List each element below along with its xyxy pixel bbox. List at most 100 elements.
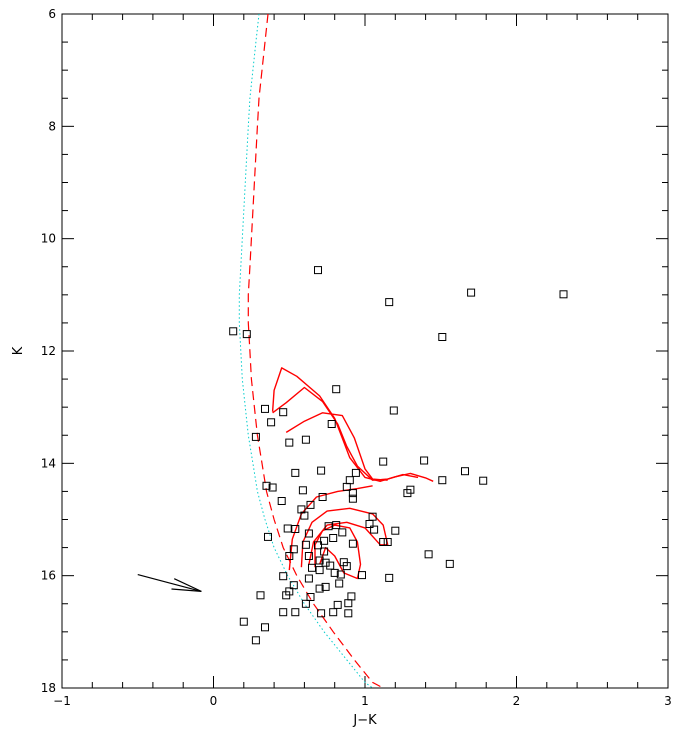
data-point [344, 599, 353, 608]
data-point [332, 521, 341, 530]
data-point [342, 562, 351, 571]
data-point [403, 489, 412, 498]
data-point [559, 290, 568, 299]
data-point [329, 608, 338, 617]
data-point [304, 552, 313, 560]
data-point [282, 591, 291, 600]
data-point [314, 541, 322, 550]
data-point [321, 582, 330, 591]
data-point [479, 476, 488, 485]
data-point [321, 558, 330, 567]
data-point [315, 584, 324, 593]
pms-isochrone-line [285, 412, 388, 481]
data-point [385, 298, 394, 307]
arrow-head [171, 578, 202, 592]
data-point [267, 418, 276, 427]
data-point [301, 540, 310, 549]
data-point [306, 593, 315, 601]
data-point [330, 568, 339, 577]
data-point [285, 552, 294, 560]
data-point [304, 574, 313, 583]
data-point [298, 486, 307, 495]
data-point [379, 538, 388, 546]
data-point [291, 468, 300, 477]
data-point [301, 435, 310, 444]
data-point [324, 522, 333, 531]
data-point [242, 330, 251, 339]
y-axis-title: K [11, 346, 26, 355]
data-point [320, 547, 329, 556]
x-tick-label: 1 [361, 694, 369, 708]
data-point [370, 525, 379, 534]
data-point [264, 532, 272, 541]
data-point [358, 571, 366, 580]
pms-isochrone-line [288, 485, 373, 571]
data-point [239, 617, 248, 626]
data-point [365, 520, 374, 528]
x-tick-label: 3 [664, 694, 672, 708]
y-tick-label: 18 [41, 681, 56, 695]
data-point [304, 529, 313, 538]
axis-ticks [61, 13, 669, 689]
data-point [385, 573, 394, 582]
data-point [279, 608, 288, 617]
data-point [301, 599, 310, 608]
data-point [261, 404, 269, 413]
data-point [438, 476, 447, 485]
data-point [320, 536, 329, 545]
data-point [348, 494, 357, 503]
x-tick-label: 2 [513, 694, 521, 708]
data-point [314, 266, 322, 275]
data-point [268, 483, 277, 492]
pms-isochrone-line [300, 507, 389, 568]
data-point [391, 526, 400, 535]
data-point [348, 539, 357, 548]
data-point [379, 457, 388, 466]
data-point [229, 327, 238, 336]
data-point [338, 528, 347, 537]
data-point [291, 525, 300, 533]
data-point [347, 592, 356, 601]
data-point [279, 572, 288, 581]
plot-frame [61, 13, 669, 689]
y-tick-label: 10 [41, 232, 56, 246]
data-point [333, 600, 342, 609]
data-point [389, 406, 398, 415]
data-point [348, 489, 357, 498]
data-point [327, 420, 336, 428]
y-tick-label: 6 [48, 7, 56, 21]
data-point [283, 524, 292, 533]
data-point [289, 581, 298, 590]
ms-dotted-line [238, 13, 373, 689]
data-point [289, 545, 298, 554]
data-point [251, 432, 260, 441]
data-point [262, 481, 271, 490]
data-point [300, 511, 309, 520]
data-point [308, 563, 316, 572]
data-point [315, 556, 324, 565]
data-point [467, 288, 476, 297]
y-tick-label: 8 [48, 119, 56, 133]
data-point [277, 497, 286, 505]
data-point [345, 476, 354, 485]
x-tick-label: −1 [53, 694, 71, 708]
data-point [383, 538, 392, 546]
data-point [326, 561, 335, 570]
data-point [332, 385, 341, 394]
data-point [335, 579, 344, 588]
pms-isochrone-line [314, 524, 362, 580]
data-point [424, 550, 433, 559]
data-point [285, 438, 294, 447]
data-point [291, 608, 300, 617]
isochrone-dashed-line [247, 13, 384, 689]
y-tick-label: 14 [41, 456, 56, 470]
data-point [420, 456, 429, 465]
data-point [256, 591, 265, 600]
pms-isochrone-line [271, 367, 434, 482]
x-axis-title: J−K [352, 713, 377, 728]
star-points [229, 266, 568, 645]
data-point [342, 482, 351, 491]
arrow-shaft [137, 573, 202, 592]
data-point [315, 566, 324, 575]
